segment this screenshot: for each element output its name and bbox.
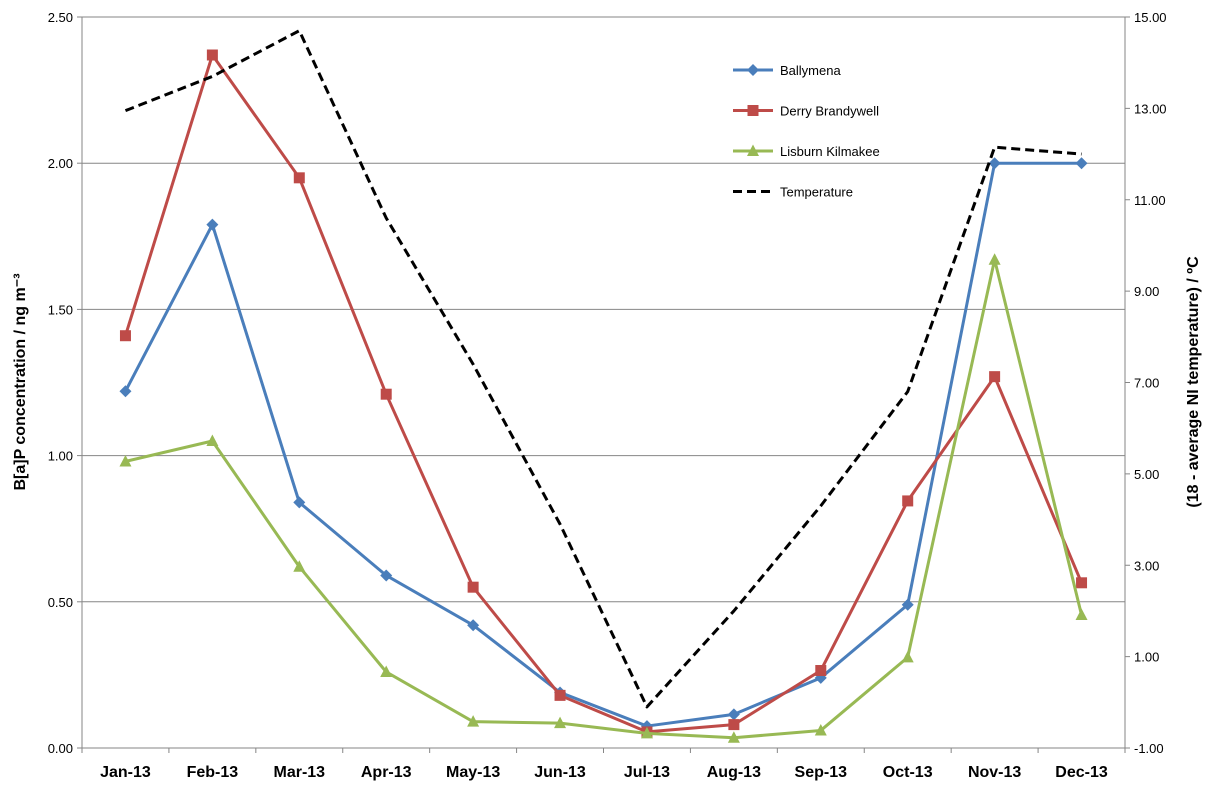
legend-label: Lisburn Kilmakee [780, 144, 880, 159]
x-tick-label: Jun-13 [534, 764, 586, 781]
series-derry-brandywell [119, 49, 1088, 738]
x-tick-label: Oct-13 [883, 764, 933, 781]
legend-marker [747, 105, 759, 116]
data-point-derry-brandywell [728, 719, 740, 731]
right-y-ticks: -1.00 1.00 3.00 5.00 7.00 9.00 11.00 13.00 15.00 [1125, 10, 1167, 756]
left-tick-label: 1.50 [48, 302, 73, 317]
left-tick-label: 0.50 [48, 595, 73, 610]
data-point-ballymena [119, 385, 132, 398]
data-point-lisburn-kilmakee [380, 665, 393, 677]
x-tick-label: Apr-13 [361, 764, 412, 781]
data-point-derry-brandywell [902, 495, 914, 507]
right-tick-label: 11.00 [1134, 193, 1166, 208]
left-axis-title: B[a]P concentration / ng m⁻³ [12, 273, 29, 490]
data-point-lisburn-kilmakee [467, 715, 480, 727]
right-tick-label: -1.00 [1134, 741, 1164, 756]
series-line-ballymena [124, 161, 1082, 728]
data-point-ballymena [988, 157, 1001, 170]
data-point-derry-brandywell [467, 581, 479, 593]
right-tick-label: 13.00 [1134, 101, 1167, 116]
series-ballymena [119, 157, 1088, 733]
legend-item-derry-brandywell: Derry Brandywell [733, 104, 879, 119]
x-tick-label: May-13 [446, 764, 500, 781]
right-axis-title: (18 - average NI temperature) / ºC [1185, 256, 1202, 508]
data-point-derry-brandywell [554, 689, 566, 701]
right-tick-label: 1.00 [1134, 650, 1159, 665]
legend-label: Ballymena [780, 63, 841, 78]
data-point-derry-brandywell [119, 330, 131, 342]
data-point-derry-brandywell [293, 172, 305, 184]
right-tick-label: 3.00 [1134, 558, 1159, 573]
x-tick-label: Feb-13 [187, 764, 239, 781]
data-point-lisburn-kilmakee [554, 716, 567, 729]
right-tick-label: 7.00 [1134, 376, 1159, 391]
series-temperature [124, 29, 1082, 709]
x-tick-label: Aug-13 [707, 764, 761, 781]
legend: Ballymena Derry Brandywell Lisburn Kilmake… [733, 63, 880, 200]
legend-label: Derry Brandywell [780, 104, 879, 119]
data-point-ballymena [467, 619, 480, 632]
legend-item-lisburn-kilmakee: Lisburn Kilmakee [733, 144, 880, 159]
data-point-lisburn-kilmakee [727, 731, 740, 743]
x-tick-label: Jan-13 [100, 764, 151, 781]
data-point-lisburn-kilmakee [293, 560, 306, 572]
data-point-ballymena [727, 708, 740, 721]
left-tick-label: 1.00 [48, 449, 73, 464]
data-point-derry-brandywell [1076, 577, 1088, 589]
series-layer [119, 29, 1088, 743]
left-y-ticks: 0.00 0.50 1.00 1.50 2.00 2.50 [48, 10, 82, 756]
data-point-lisburn-kilmakee [119, 454, 132, 467]
series-line-temperature [124, 29, 1082, 709]
data-point-lisburn-kilmakee [640, 726, 653, 739]
left-tick-label: 2.50 [48, 10, 73, 25]
data-point-derry-brandywell [206, 49, 218, 61]
data-point-lisburn-kilmakee [1075, 608, 1088, 620]
x-ticks: Jan-13 Feb-13 Mar-13 Apr-13 May-13 Jun-13 Jul-… [81, 748, 1126, 781]
x-tick-label: Jul-13 [624, 764, 670, 781]
data-point-ballymena [293, 496, 306, 509]
data-point-ballymena [901, 598, 914, 611]
data-point-derry-brandywell [380, 388, 392, 400]
data-point-ballymena [206, 218, 219, 231]
data-point-ballymena [380, 569, 393, 582]
legend-marker [747, 144, 759, 156]
data-point-derry-brandywell [989, 371, 1001, 383]
series-line-derry-brandywell [124, 53, 1083, 734]
data-point-lisburn-kilmakee [814, 723, 827, 736]
right-tick-label: 5.00 [1134, 467, 1159, 482]
legend-label: Temperature [780, 185, 853, 200]
right-tick-label: 9.00 [1134, 284, 1159, 299]
x-tick-label: Sep-13 [795, 764, 848, 781]
left-tick-label: 0.00 [48, 741, 73, 756]
right-tick-label: 15.00 [1134, 10, 1167, 25]
data-point-derry-brandywell [815, 665, 827, 677]
legend-item-temperature: Temperature [733, 185, 853, 200]
legend-marker [747, 64, 759, 76]
x-tick-label: Mar-13 [274, 764, 326, 781]
x-tick-label: Dec-13 [1055, 764, 1108, 781]
data-point-lisburn-kilmakee [206, 434, 219, 446]
series-line-lisburn-kilmakee [125, 258, 1083, 740]
data-point-lisburn-kilmakee [988, 253, 1001, 265]
legend-item-ballymena: Ballymena [733, 63, 841, 78]
data-point-lisburn-kilmakee [901, 650, 914, 663]
left-tick-label: 2.00 [48, 156, 73, 171]
series-lisburn-kilmakee [119, 253, 1088, 743]
x-tick-label: Nov-13 [968, 764, 1021, 781]
data-point-ballymena [1075, 157, 1088, 170]
